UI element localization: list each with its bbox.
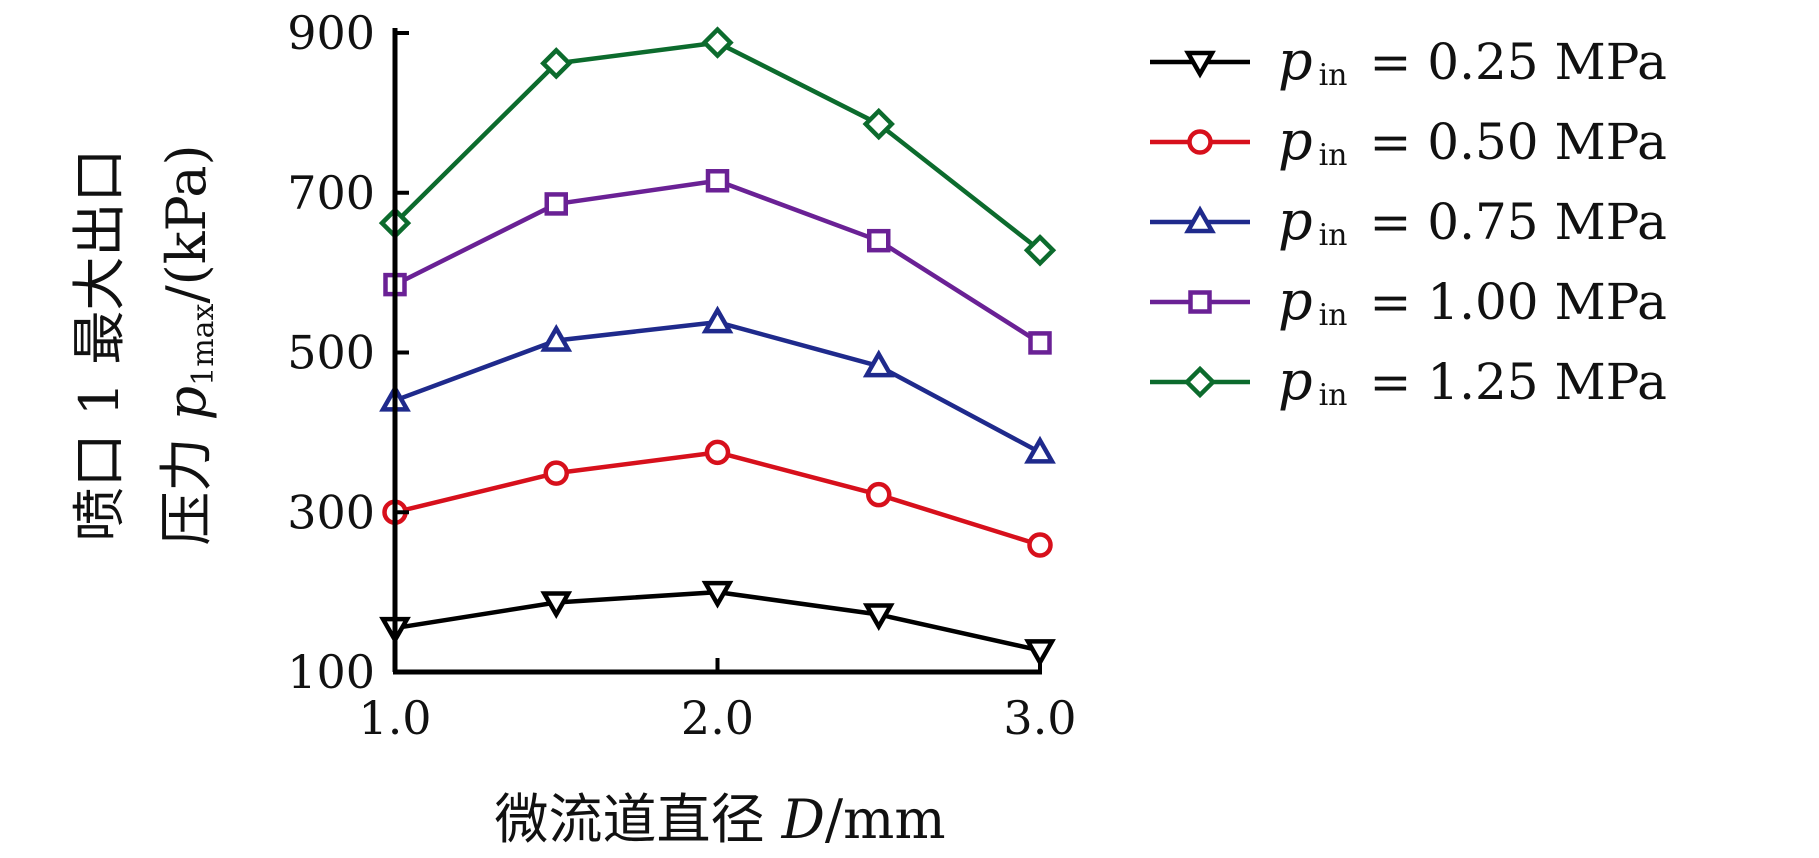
legend-label: p in = 0.50 MPa [1278, 109, 1667, 173]
x-tick-label: 2.0 [681, 691, 754, 745]
x-tick-label: 1.0 [358, 691, 431, 745]
y-axis-title-var: p [155, 386, 218, 421]
svg-text:压力 p1max/(kPa): 压力 p1max/(kPa) [155, 144, 221, 545]
x-axis-title-var: D [781, 788, 825, 851]
legend-swatch-marker [1188, 290, 1212, 314]
series-5 [378, 26, 1057, 267]
y-tick-label: 300 [287, 485, 375, 539]
data-point [543, 460, 569, 486]
legend-label: p in = 1.00 MPa [1278, 269, 1667, 333]
x-tick-label: 3.0 [1003, 691, 1076, 745]
legend-item: p in = 0.75 MPa [1150, 189, 1667, 253]
axes: 100 300 500 700 900 1.0 2.0 3.0 [287, 6, 1076, 745]
data-point [544, 192, 568, 216]
legend-swatch-marker [1183, 365, 1217, 399]
legend-item: p in = 0.50 MPa [1150, 109, 1667, 173]
data-point [1023, 234, 1057, 267]
data-point [867, 228, 891, 253]
data-point [540, 591, 573, 620]
data-point [862, 603, 895, 632]
series-line [394, 450, 1041, 548]
data-point [701, 305, 734, 334]
legend-swatch-marker [1184, 50, 1216, 79]
data-point [1028, 331, 1052, 355]
x-axis-title: 微流道直径 D/mm [494, 788, 945, 851]
x-axis-title-prefix: 微流道直径 [494, 788, 781, 851]
data-point [704, 439, 731, 466]
y-axis-title: 喷口 1 最大出口 [68, 149, 131, 542]
data-point [1027, 532, 1053, 558]
y-axis-title-sub: 1max [186, 303, 221, 385]
data-point [1024, 639, 1056, 667]
legend-swatch-marker [1184, 205, 1216, 234]
y-tick-label: 900 [287, 6, 375, 60]
plot-area [378, 26, 1057, 667]
legend-label: p in = 1.25 MPa [1278, 349, 1667, 413]
y-axis-title-line1: 喷口 1 最大出口 [68, 149, 131, 542]
data-point [705, 169, 730, 193]
data-point [701, 580, 734, 609]
data-point [862, 349, 895, 378]
series-1 [379, 580, 1056, 667]
y-axis-title-unit: /(kPa) [155, 144, 218, 303]
legend-label: p in = 0.25 MPa [1278, 29, 1667, 93]
y-tick-label: 100 [287, 645, 375, 699]
legend-item: p in = 1.00 MPa [1150, 269, 1667, 333]
data-point [866, 481, 892, 508]
legend: p in = 0.25 MPa p in = 0.50 MPa p in = 0.75 MPa p… [1150, 29, 1667, 413]
y-tick-label: 500 [287, 326, 375, 380]
data-point [701, 26, 734, 59]
data-point [540, 47, 573, 80]
legend-item: p in = 1.25 MPa [1150, 349, 1667, 413]
legend-item: p in = 0.25 MPa [1150, 29, 1667, 93]
data-point [540, 323, 573, 352]
legend-swatch-marker [1187, 129, 1213, 155]
series-3 [379, 305, 1056, 464]
x-axis-title-unit: /mm [825, 788, 946, 851]
series-2 [382, 439, 1053, 558]
data-point [862, 107, 895, 141]
legend-label: p in = 0.75 MPa [1278, 189, 1667, 253]
data-point [1024, 435, 1056, 464]
series-line [393, 40, 1042, 253]
y-tick-label: 700 [287, 166, 375, 220]
series-line [394, 319, 1042, 455]
y-axis-title-2: 压力 p1max/(kPa) [155, 144, 221, 545]
y-axis-title-prefix: 压力 [155, 420, 218, 545]
